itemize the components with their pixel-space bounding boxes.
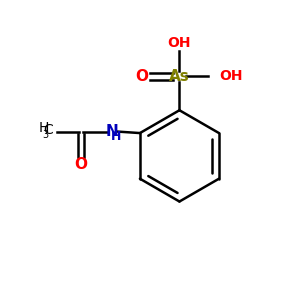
- Text: O: O: [74, 158, 88, 172]
- Text: N: N: [106, 124, 118, 139]
- Text: H: H: [111, 130, 121, 143]
- Text: O: O: [136, 69, 148, 84]
- Text: H: H: [38, 121, 49, 135]
- Text: C: C: [43, 123, 53, 137]
- Text: 3: 3: [43, 130, 49, 140]
- Text: As: As: [169, 69, 190, 84]
- Text: OH: OH: [168, 35, 191, 50]
- Text: OH: OH: [219, 69, 243, 83]
